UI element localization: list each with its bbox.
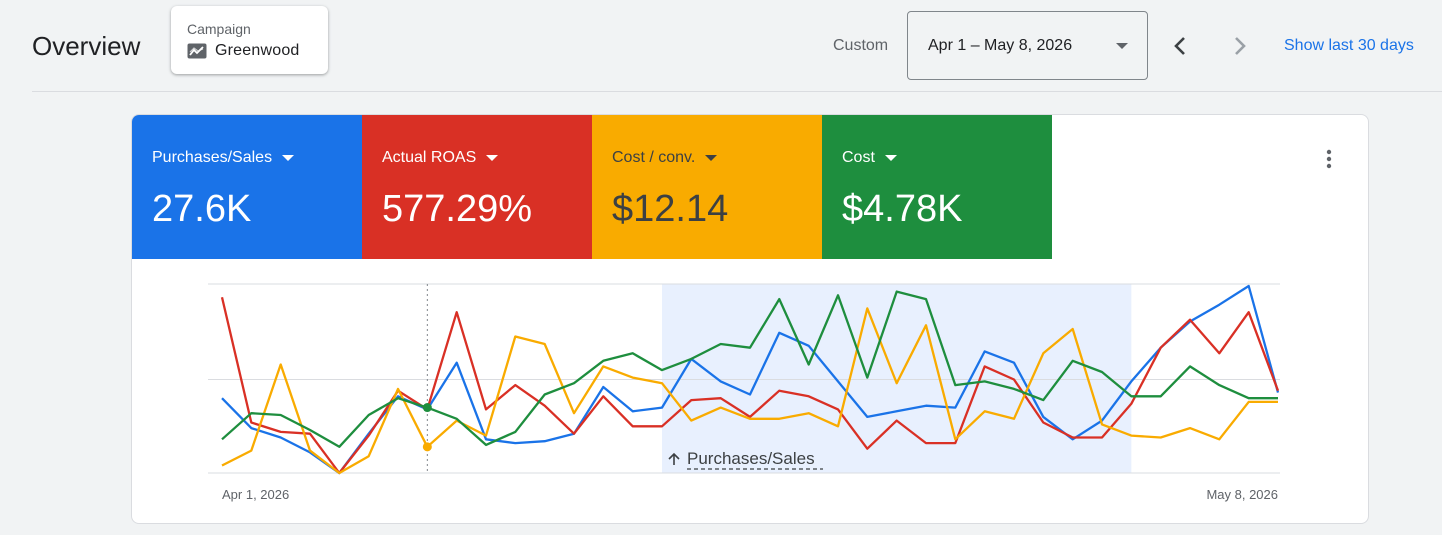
metric-tile-purchases-sales[interactable]: Purchases/Sales 27.6K: [132, 115, 362, 259]
campaign-label: Campaign: [187, 21, 251, 37]
dropdown-arrow-icon: [705, 155, 718, 161]
header-divider: [32, 91, 1442, 92]
chevron-left-icon[interactable]: [1168, 32, 1192, 60]
metric-value: $12.14: [612, 188, 729, 230]
campaign-selector[interactable]: Campaign Greenwood: [171, 6, 328, 74]
x-axis-end-label: May 8, 2026: [1206, 487, 1278, 502]
date-range-dropdown[interactable]: Apr 1 – May 8, 2026: [907, 11, 1148, 80]
hover-point-cost-conv-: [422, 442, 432, 452]
date-mode-label: Custom: [833, 37, 889, 54]
metric-label-text: Actual ROAS: [382, 149, 477, 166]
series-line-cost-conv-: [221, 307, 1278, 475]
dropdown-arrow-icon: [282, 155, 295, 161]
selection-band: [662, 284, 1132, 473]
metric-value: 27.6K: [152, 188, 252, 230]
metric-value: 577.29%: [382, 188, 533, 230]
show-last-30-days-link[interactable]: Show last 30 days: [1284, 37, 1414, 54]
metric-label: Cost / conv.: [612, 149, 822, 167]
trend-chart-icon: [187, 43, 207, 59]
metric-label-text: Purchases/Sales: [152, 149, 273, 166]
dropdown-arrow-icon: [1116, 43, 1128, 49]
campaign-name: Greenwood: [215, 42, 300, 59]
arrow-up-icon: [668, 452, 680, 465]
metric-tile-actual-roas[interactable]: Actual ROAS 577.29%: [362, 115, 592, 259]
metric-tile-cost[interactable]: Cost $4.78K: [822, 115, 1052, 259]
dropdown-arrow-icon: [486, 155, 499, 161]
overview-panel: Purchases/Sales 27.6K Actual ROAS 577.29% Co…: [131, 114, 1369, 524]
dropdown-arrow-icon: [884, 155, 897, 161]
metric-label: Cost: [842, 149, 1052, 167]
metric-tile-cost-conv-[interactable]: Cost / conv. $12.14: [592, 115, 822, 259]
metric-label-text: Cost / conv.: [612, 149, 696, 166]
date-range-value: Apr 1 – May 8, 2026: [928, 37, 1073, 54]
hover-point-cost: [422, 403, 432, 413]
series-line-cost: [221, 290, 1278, 448]
metric-label: Actual ROAS: [382, 149, 592, 167]
chevron-right-icon[interactable]: [1228, 32, 1252, 60]
metric-label: Purchases/Sales: [152, 149, 362, 167]
metric-label-text: Cost: [842, 149, 875, 166]
page-title: Overview: [32, 31, 141, 61]
x-axis-start-label: Apr 1, 2026: [222, 487, 289, 502]
metric-value: $4.78K: [842, 188, 963, 230]
selection-metric-label: Purchases/Sales: [687, 449, 815, 468]
performance-line-chart: Apr 1, 2026 May 8, 2026 Purchases/Sales: [208, 283, 1280, 502]
more-vert-icon[interactable]: [1317, 147, 1341, 171]
